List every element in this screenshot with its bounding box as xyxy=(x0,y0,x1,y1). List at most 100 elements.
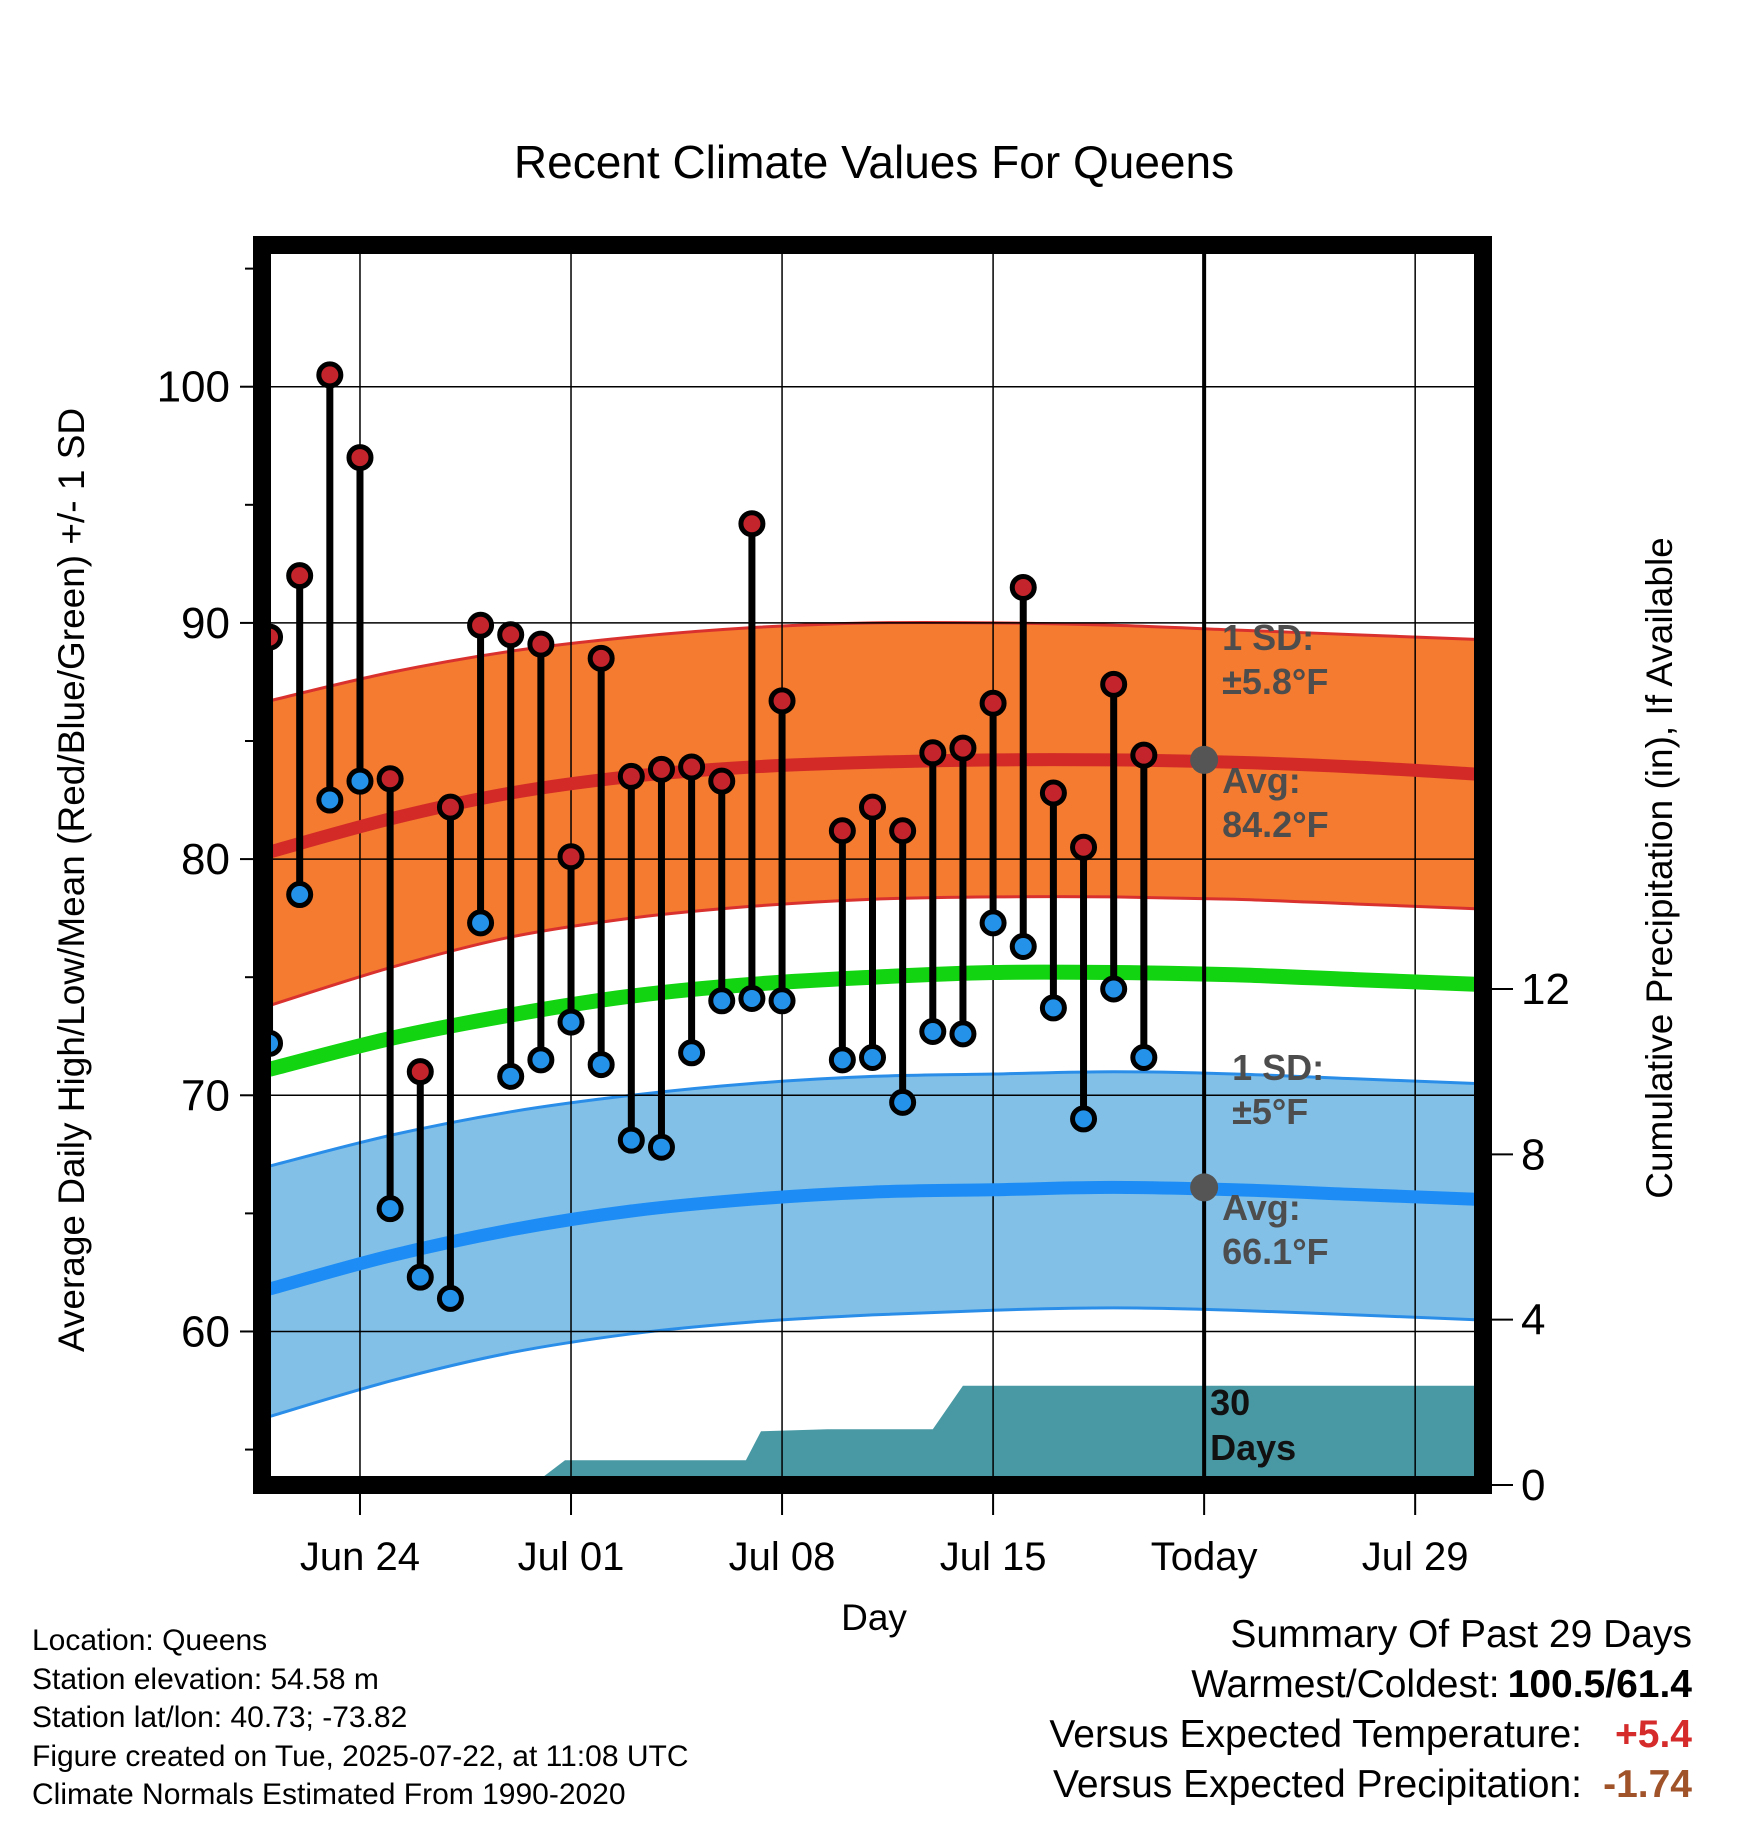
high-point xyxy=(859,793,886,821)
chart-title: Recent Climate Values For Queens xyxy=(514,136,1234,188)
high-point xyxy=(587,644,615,672)
high-point xyxy=(1070,833,1098,861)
warm-cold-row: Warmest/Coldest: 100.5/61.4 xyxy=(1049,1660,1692,1710)
y2-tick-label: 12 xyxy=(1521,965,1570,1014)
low-sd-upper-line xyxy=(269,1070,1476,1168)
y2-axis-label: Cumulative Precipitation (in), If Availa… xyxy=(1639,537,1680,1199)
x-tick-label: Today xyxy=(1151,1535,1258,1579)
low-point xyxy=(376,1195,404,1223)
high-point xyxy=(949,734,977,762)
y-tick-label: 90 xyxy=(181,599,230,648)
high-point xyxy=(286,562,314,590)
low-point xyxy=(286,881,314,909)
high-sd-value: ±5.8°F xyxy=(1222,661,1328,702)
low-point xyxy=(1009,932,1037,960)
high-point xyxy=(738,510,766,538)
low-point xyxy=(406,1263,434,1291)
low-point xyxy=(768,987,796,1015)
temp-anomaly-label: Versus Expected Temperature: xyxy=(1049,1713,1582,1756)
x-axis-label: Day xyxy=(841,1597,907,1638)
high-avg-value: 84.2°F xyxy=(1222,804,1328,845)
high-point xyxy=(376,765,404,793)
precip-anomaly-row: Versus Expected Precipitation: -1.74 xyxy=(1049,1760,1692,1810)
warm-cold-label: Warmest/Coldest: xyxy=(1191,1663,1500,1706)
days-count: 30 xyxy=(1210,1382,1250,1423)
low-point xyxy=(527,1046,555,1074)
high-point xyxy=(617,762,645,790)
high-point xyxy=(406,1058,434,1086)
low-sd-lower-line xyxy=(269,1306,1476,1418)
summary-title: Summary Of Past 29 Days xyxy=(1230,1613,1692,1656)
low-point xyxy=(557,1008,585,1036)
low-point xyxy=(678,1039,706,1067)
high-point xyxy=(828,817,856,845)
y-tick-label: 100 xyxy=(157,363,230,412)
low-point xyxy=(979,909,1007,937)
high-point xyxy=(557,843,585,871)
today-low-avg-marker xyxy=(1190,1173,1219,1202)
station-info: Location: Queens Station elevation: 54.5… xyxy=(32,1622,689,1815)
y2-tick-label: 4 xyxy=(1521,1296,1545,1345)
y-tick-label: 80 xyxy=(181,835,230,884)
low-avg-line xyxy=(267,1180,1476,1296)
summary-panel: Summary Of Past 29 Days Warmest/Coldest:… xyxy=(1049,1610,1692,1810)
high-point xyxy=(467,611,495,639)
low-point xyxy=(1039,994,1067,1022)
low-point xyxy=(889,1088,917,1116)
y2-tick-label: 0 xyxy=(1521,1461,1545,1510)
plot-area xyxy=(262,245,1483,1485)
low-point xyxy=(1070,1105,1098,1133)
high-point xyxy=(919,739,947,767)
precip-area xyxy=(262,1385,1483,1485)
today-high-avg-marker xyxy=(1190,745,1219,774)
low-point xyxy=(316,786,344,814)
days-label: Days xyxy=(1210,1427,1296,1468)
high-sd-lower-line xyxy=(269,895,1476,1007)
high-point xyxy=(889,817,917,845)
x-tick-label: Jul 29 xyxy=(1362,1535,1469,1579)
precip-anomaly-label: Versus Expected Precipitation: xyxy=(1053,1763,1582,1806)
low-point xyxy=(346,767,374,795)
low-point xyxy=(647,1133,675,1161)
high-point xyxy=(497,621,525,649)
high-sd-label: 1 SD: xyxy=(1222,617,1314,658)
plot-frame xyxy=(253,236,1492,1494)
x-tick-label: Jul 01 xyxy=(518,1535,625,1579)
low-sd-value: ±5°F xyxy=(1232,1091,1308,1132)
low-point xyxy=(738,984,766,1012)
temp-anomaly-row: Versus Expected Temperature: +5.4 xyxy=(1049,1710,1692,1760)
y-tick-label: 60 xyxy=(181,1307,230,1356)
low-sd-label: 1 SD: xyxy=(1232,1047,1324,1088)
low-point xyxy=(587,1051,615,1079)
x-tick-label: Jun 24 xyxy=(300,1535,420,1579)
low-point xyxy=(828,1046,856,1074)
high-point xyxy=(1100,670,1128,698)
low-point xyxy=(1100,975,1128,1003)
latlon-text: Station lat/lon: 40.73; -73.82 xyxy=(32,1701,408,1734)
high-point xyxy=(1009,573,1037,601)
x-tick-label: Jul 08 xyxy=(729,1535,836,1579)
high-point xyxy=(1130,741,1158,769)
low-point xyxy=(617,1126,645,1154)
low-avg-value: 66.1°F xyxy=(1222,1231,1328,1272)
y-tick-label: 70 xyxy=(181,1071,230,1120)
high-point xyxy=(708,767,736,795)
high-point xyxy=(346,444,374,472)
mean-avg-line xyxy=(267,964,1476,1077)
low-point xyxy=(436,1284,464,1312)
high-point xyxy=(768,687,796,715)
low-point xyxy=(708,987,736,1015)
created-text: Figure created on Tue, 2025-07-22, at 11… xyxy=(32,1739,689,1773)
low-point xyxy=(1130,1043,1158,1071)
location-text: Location: Queens xyxy=(32,1624,268,1657)
normals-text: Climate Normals Estimated From 1990-2020 xyxy=(32,1778,626,1811)
precip-anomaly-value: -1.74 xyxy=(1603,1763,1692,1806)
high-point xyxy=(678,753,706,781)
y2-tick-label: 8 xyxy=(1521,1130,1545,1179)
elevation-text: Station elevation: 54.58 m xyxy=(32,1662,379,1696)
warm-cold-value: 100.5/61.4 xyxy=(1507,1663,1692,1706)
low-point xyxy=(497,1062,525,1090)
high-point xyxy=(527,630,555,658)
high-point xyxy=(316,361,344,389)
